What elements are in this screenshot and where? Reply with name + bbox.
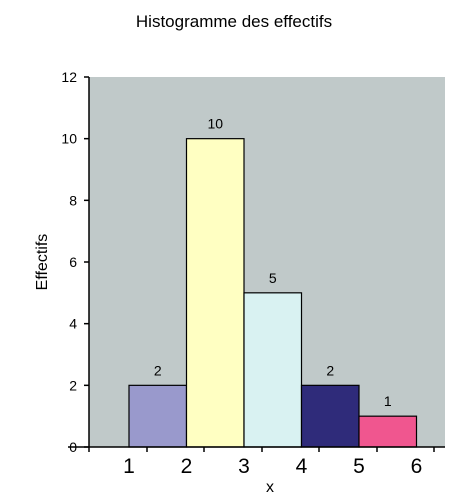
y-tick-label: 8: [69, 192, 77, 208]
x-tick-label: 3: [238, 455, 250, 478]
y-tick-label: 12: [61, 69, 77, 85]
bar-value-label: 5: [269, 270, 277, 286]
y-tick-label: 4: [69, 316, 77, 332]
bar: [243, 292, 303, 448]
bar-value-label: 1: [384, 393, 392, 409]
bar-value-label: 10: [207, 116, 223, 132]
x-tick-label: 5: [353, 455, 365, 478]
bar: [128, 384, 188, 448]
chart-title: Histogramme des effectifs: [136, 12, 332, 31]
x-axis-ticks: 1 2 3 4 5 6: [88, 447, 435, 478]
x-tick-label: 2: [181, 455, 193, 478]
x-axis-label: x: [266, 479, 274, 496]
data-labels: 2 10 5 2 1: [154, 116, 392, 409]
y-tick-label: 2: [69, 377, 77, 393]
x-tick-label: 4: [296, 455, 308, 478]
y-tick-label: 6: [69, 254, 77, 270]
x-tick-label: 6: [411, 455, 423, 478]
bar: [300, 384, 360, 448]
bar-value-label: 2: [154, 362, 162, 378]
bar: [358, 415, 418, 448]
y-tick-label: 10: [61, 131, 77, 147]
bar: [185, 138, 245, 448]
x-tick-label: 1: [123, 455, 135, 478]
y-axis-label: Effectifs: [34, 234, 51, 291]
bars: [128, 138, 418, 448]
bar-value-label: 2: [326, 362, 334, 378]
